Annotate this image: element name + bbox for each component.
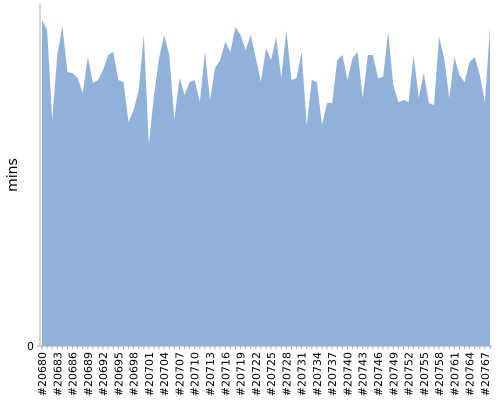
x-tick-label: #20725: [265, 352, 278, 396]
x-tick-label: #20728: [280, 352, 293, 396]
x-tick-label: #20731: [296, 352, 309, 396]
x-tick-label: #20686: [67, 352, 80, 396]
x-tick-label: #20683: [51, 352, 64, 396]
x-tick-label: #20734: [311, 352, 324, 396]
x-tick-label: #20692: [97, 352, 110, 396]
x-tick-label: #20761: [448, 352, 461, 396]
x-tick-label: #20704: [158, 352, 171, 396]
x-tick-label: #20764: [464, 352, 477, 396]
x-tick-label: #20701: [143, 352, 156, 396]
x-tick-label: #20719: [235, 352, 248, 396]
y-tick-label: 0: [27, 340, 34, 353]
x-tick-label: #20746: [372, 352, 385, 396]
x-tick-label: #20710: [189, 352, 202, 396]
x-tick-label: #20752: [403, 352, 416, 396]
x-tick-label: #20758: [433, 352, 446, 396]
x-tick-label: #20698: [128, 352, 141, 396]
x-tick-label: #20707: [173, 352, 186, 396]
x-tick-label: #20755: [418, 352, 431, 396]
y-axis-label: mins: [5, 158, 21, 192]
area: [42, 20, 490, 346]
x-tick-label: #20680: [36, 352, 49, 396]
x-tick-label: #20740: [341, 352, 354, 396]
x-tick-label: #20695: [112, 352, 125, 396]
x-tick-label: #20722: [250, 352, 263, 396]
x-tick-label: #20716: [219, 352, 232, 396]
x-tick-label: #20767: [479, 352, 492, 396]
x-tick-label: #20689: [82, 352, 95, 396]
x-tick-label: #20737: [326, 352, 339, 396]
x-tick-label: #20743: [357, 352, 370, 396]
x-tick-label: #20713: [204, 352, 217, 396]
x-tick-label: #20749: [387, 352, 400, 396]
